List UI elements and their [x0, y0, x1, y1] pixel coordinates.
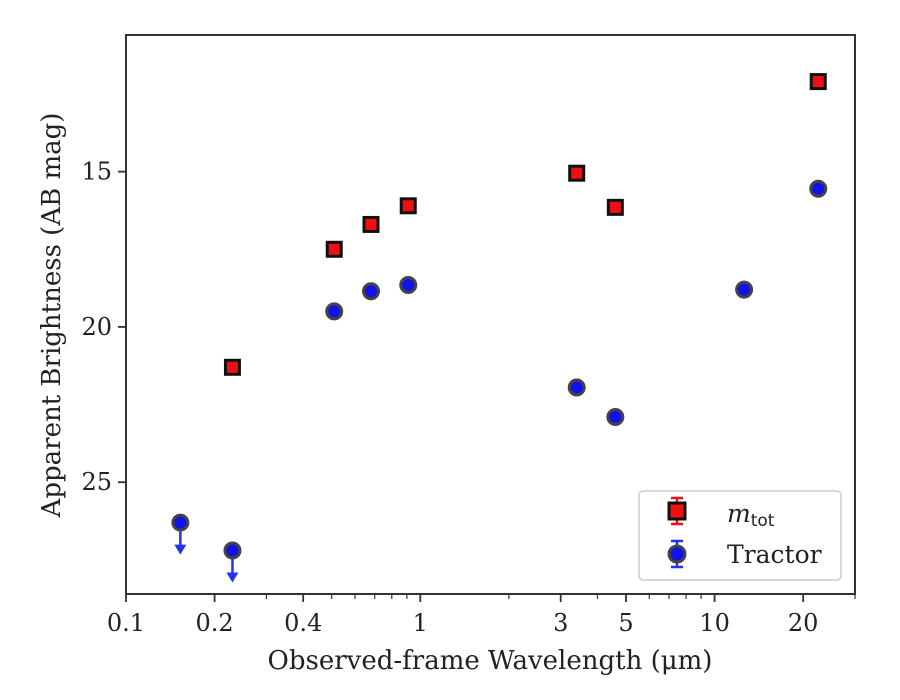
mtot-point [568, 164, 586, 182]
x-axis-title: Observed-frame Wavelength (μm) [268, 646, 713, 676]
legend-box [638, 490, 842, 581]
tractor-point [809, 179, 828, 198]
tractor-point [171, 513, 190, 532]
legend: mtot Tractor [638, 490, 842, 581]
x-tick-label: 0.4 [284, 609, 322, 637]
mtot-point [362, 215, 380, 233]
x-tick-label: 10 [699, 609, 730, 637]
tractor-point [362, 282, 381, 301]
axis-ticks: 0.1 0.2 0.4 1 3 5 10 20 15 20 25 [81, 158, 856, 637]
x-tick-label: 3 [553, 609, 568, 637]
tractor-point [606, 407, 625, 426]
legend-tractor-label: Tractor [727, 540, 822, 569]
x-tick-label: 5 [618, 609, 633, 637]
y-tick-label: 15 [81, 158, 112, 186]
legend-tractor-symbol [667, 539, 687, 569]
legend-mtot-symbol [667, 496, 687, 526]
tractor-point [223, 541, 242, 560]
x-tick-label: 20 [788, 609, 819, 637]
y-axis-title: Apparent Brightness (AB mag) [37, 113, 67, 519]
mtot-point [399, 197, 417, 215]
tractor-point [735, 280, 754, 299]
tractor-point [567, 378, 586, 397]
x-tick-label: 0.2 [196, 609, 234, 637]
tractor-point [399, 275, 418, 294]
mtot-point [223, 358, 241, 376]
tractor-point [325, 302, 344, 321]
x-tick-label: 0.1 [107, 609, 145, 637]
mtot-point [809, 73, 827, 91]
y-tick-label: 20 [81, 313, 112, 341]
mtot-point [325, 240, 343, 258]
plot-frame [125, 34, 856, 595]
plot-marks [171, 73, 828, 583]
x-tick-label: 1 [413, 609, 428, 637]
legend-mtot-label: mtot [727, 499, 775, 531]
mtot-point [606, 198, 624, 216]
y-tick-label: 25 [81, 468, 112, 496]
